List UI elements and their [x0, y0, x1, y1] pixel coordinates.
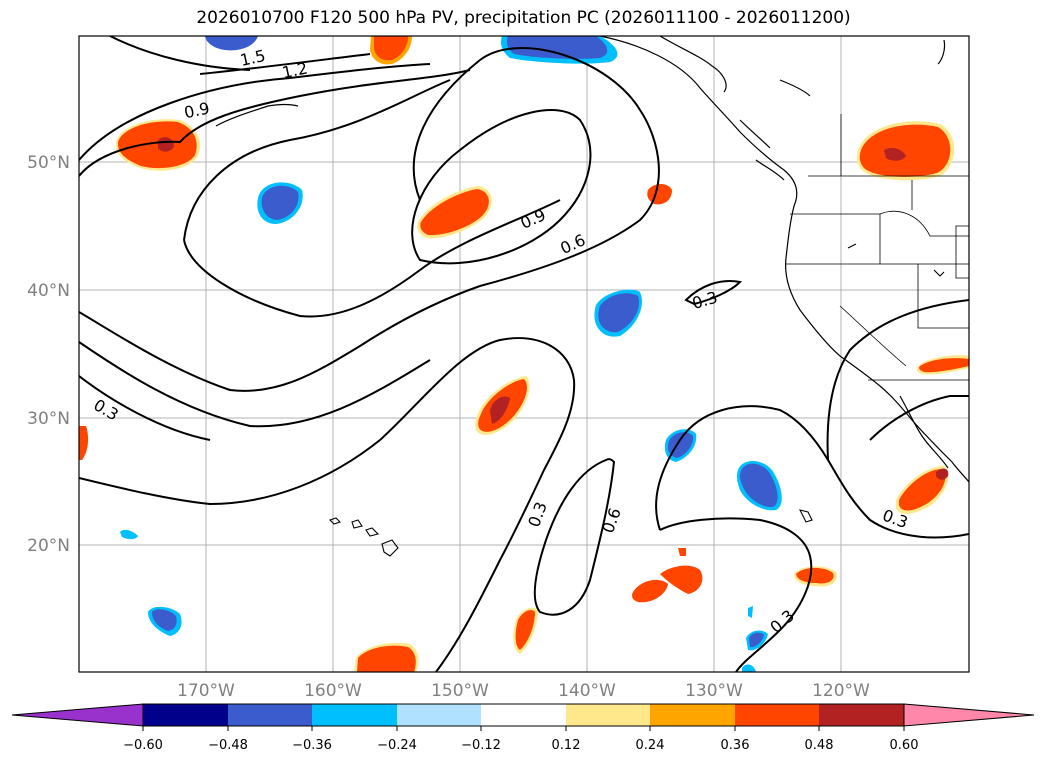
- colorbar-tick-label: 0.36: [721, 738, 750, 753]
- colorbar-segment: [397, 704, 481, 726]
- colorbar-segment: [566, 704, 650, 726]
- colorbar-segment: [735, 704, 819, 726]
- colorbar-tick-label: −0.24: [377, 738, 417, 753]
- islands: [328, 243, 945, 557]
- colorbar-segment: [143, 704, 228, 726]
- lat-tick-label: 50°N: [27, 153, 70, 173]
- colorbar-tick-label: −0.60: [123, 738, 163, 753]
- colorbar-segment: [481, 704, 566, 726]
- colorbar-segment: [819, 704, 904, 726]
- colorbar-tick-label: 0.12: [552, 738, 581, 753]
- contour-label: 1.5: [238, 46, 267, 70]
- lon-tick-label: 120°W: [812, 681, 870, 701]
- colorbar-tick-label: −0.36: [292, 738, 332, 753]
- colorbar-tick-label: −0.48: [208, 738, 248, 753]
- lat-tick-label: 40°N: [27, 281, 70, 301]
- colorbar-segment: [228, 704, 312, 726]
- map-frame: [78, 35, 970, 673]
- colorbar-segment: [650, 704, 735, 726]
- positive-anomaly-blobs: [79, 36, 969, 672]
- longitude-labels: 170°W 160°W 150°W 140°W 130°W 120°W: [177, 681, 870, 701]
- lat-tick-label: 30°N: [27, 409, 70, 429]
- lon-tick-label: 130°W: [685, 681, 743, 701]
- lon-tick-label: 160°W: [304, 681, 362, 701]
- gridlines: [79, 36, 969, 672]
- lon-tick-label: 150°W: [431, 681, 489, 701]
- pv-contours: [79, 36, 969, 672]
- contour-labels: 1.5 1.2 0.9 0.9 0.6 0.3 0.3 0.3 0.6 0.3 …: [90, 46, 910, 637]
- colorbar: −0.60 −0.48 −0.36 −0.24 −0.12 0.12 0.24 …: [11, 703, 1035, 753]
- colorbar-tick-label: 0.48: [805, 738, 834, 753]
- map-title: 2026010700 F120 500 hPa PV, precipitatio…: [196, 8, 851, 28]
- colorbar-extend-min: [11, 703, 144, 727]
- map-area: [79, 36, 969, 672]
- coastlines: [215, 36, 969, 483]
- lon-tick-label: 140°W: [558, 681, 616, 701]
- latitude-labels: 50°N 40°N 30°N 20°N: [27, 153, 70, 556]
- colorbar-segment: [312, 704, 397, 726]
- negative-anomaly-blobs: [120, 36, 782, 672]
- borders: [786, 114, 969, 381]
- lon-tick-label: 170°W: [177, 681, 235, 701]
- colorbar-extend-max: [903, 703, 1035, 727]
- colorbar-tick-label: −0.12: [461, 738, 501, 753]
- contour-label: 1.2: [280, 58, 309, 82]
- lat-tick-label: 20°N: [27, 536, 70, 556]
- colorbar-tick-label: 0.24: [636, 738, 665, 753]
- contour-label: 0.9: [182, 98, 211, 122]
- colorbar-tick-label: 0.60: [890, 738, 919, 753]
